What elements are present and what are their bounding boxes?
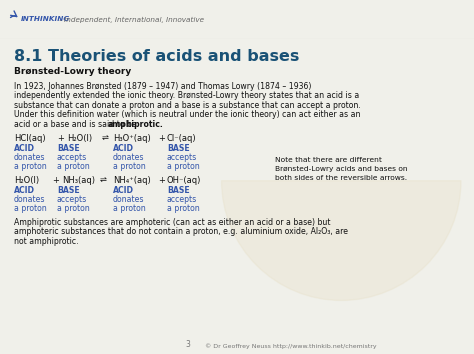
Text: HCl(aq): HCl(aq) [14, 134, 46, 143]
Text: © Dr Geoffrey Neuss http://www.thinkib.net/chemistry: © Dr Geoffrey Neuss http://www.thinkib.n… [205, 343, 377, 349]
Text: a proton: a proton [14, 162, 47, 171]
Text: ACID: ACID [113, 144, 134, 153]
Text: accepts: accepts [57, 153, 87, 162]
Text: Brønsted-Lowry theory: Brønsted-Lowry theory [14, 67, 131, 76]
Text: 8.1 Theories of acids and bases: 8.1 Theories of acids and bases [14, 49, 300, 64]
Text: amphoteric substances that do not contain a proton, e.g. aluminium oxide, Al₂O₃,: amphoteric substances that do not contai… [14, 227, 348, 236]
Text: In 1923, Johannes Brønsted (1879 – 1947) and Thomas Lowry (1874 – 1936): In 1923, Johannes Brønsted (1879 – 1947)… [14, 82, 311, 91]
Wedge shape [221, 181, 461, 301]
Text: Cl⁻(aq): Cl⁻(aq) [167, 134, 197, 143]
Text: INTHINKING: INTHINKING [21, 17, 71, 22]
Text: +: + [158, 176, 165, 185]
Text: a proton: a proton [57, 204, 90, 213]
Text: Amphiprotic substances are amphoteric (can act as either an acid or a base) but: Amphiprotic substances are amphoteric (c… [14, 218, 330, 227]
Text: donates: donates [14, 153, 46, 162]
Text: ACID: ACID [14, 186, 35, 195]
Text: H₃O⁺(aq): H₃O⁺(aq) [113, 134, 151, 143]
Text: NH₄⁺(aq): NH₄⁺(aq) [113, 176, 151, 185]
Text: BASE: BASE [167, 144, 190, 153]
Text: Note that there are different
Brønsted-Lowry acids and bases on
both sides of th: Note that there are different Brønsted-L… [275, 157, 408, 181]
Text: +: + [52, 176, 59, 185]
Text: Under this definition water (which is neutral under the ionic theory) can act ei: Under this definition water (which is ne… [14, 110, 361, 119]
Text: donates: donates [14, 195, 46, 204]
Text: H₂O(l): H₂O(l) [14, 176, 39, 185]
Text: 3: 3 [185, 340, 190, 349]
Text: ⇌: ⇌ [102, 134, 109, 143]
Text: substance that can donate a proton and a base is a substance that can accept a p: substance that can donate a proton and a… [14, 101, 361, 110]
Text: a proton: a proton [113, 162, 146, 171]
Text: amphiprotic.: amphiprotic. [108, 120, 164, 129]
Text: a proton: a proton [113, 204, 146, 213]
Text: accepts: accepts [167, 195, 197, 204]
Text: NH₃(aq): NH₃(aq) [62, 176, 95, 185]
Text: H₂O(l): H₂O(l) [67, 134, 92, 143]
Text: a proton: a proton [167, 204, 200, 213]
Text: not amphiprotic.: not amphiprotic. [14, 237, 79, 246]
Text: acid or a base and is said to be: acid or a base and is said to be [14, 120, 139, 129]
Text: BASE: BASE [57, 186, 80, 195]
Text: accepts: accepts [57, 195, 87, 204]
Text: +: + [158, 134, 165, 143]
Text: independently extended the ionic theory. Brønsted-Lowry theory states that an ac: independently extended the ionic theory.… [14, 91, 359, 101]
Text: ACID: ACID [113, 186, 134, 195]
Text: donates: donates [113, 153, 145, 162]
Text: - Independent, International, Innovative: - Independent, International, Innovative [57, 16, 204, 23]
Text: donates: donates [113, 195, 145, 204]
Text: a proton: a proton [14, 204, 47, 213]
Text: +: + [57, 134, 64, 143]
Text: a proton: a proton [167, 162, 200, 171]
Text: accepts: accepts [167, 153, 197, 162]
Text: ACID: ACID [14, 144, 35, 153]
Text: BASE: BASE [57, 144, 80, 153]
Text: a proton: a proton [57, 162, 90, 171]
Text: BASE: BASE [167, 186, 190, 195]
Text: OH⁻(aq): OH⁻(aq) [167, 176, 201, 185]
Text: ⇌: ⇌ [100, 176, 107, 185]
